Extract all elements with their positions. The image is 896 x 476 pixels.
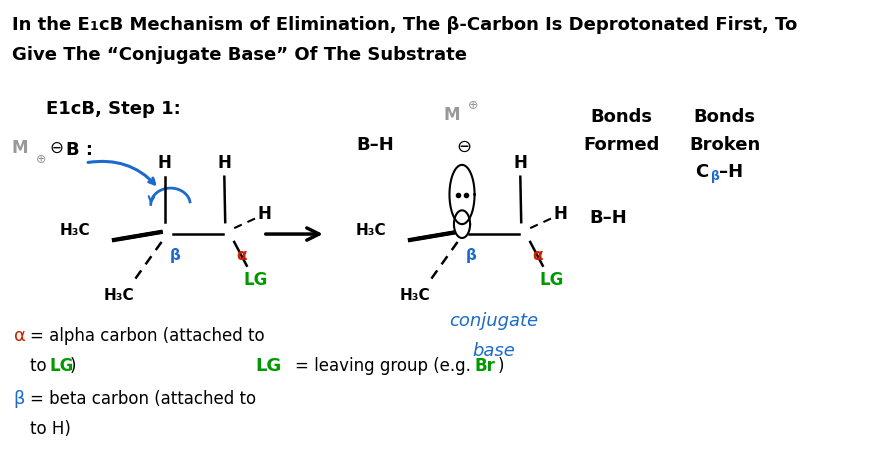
Text: LG: LG (244, 270, 268, 288)
Text: C: C (695, 163, 709, 181)
Text: α: α (13, 327, 25, 345)
Text: Give The “Conjugate Base” Of The Substrate: Give The “Conjugate Base” Of The Substra… (12, 46, 467, 64)
Polygon shape (450, 165, 475, 224)
Text: = alpha carbon (attached to: = alpha carbon (attached to (30, 327, 264, 345)
Text: ⊕: ⊕ (36, 153, 47, 166)
Text: H₃C: H₃C (59, 223, 90, 238)
Text: Bonds: Bonds (694, 109, 756, 127)
Text: B–H: B–H (356, 136, 394, 154)
Text: LG: LG (255, 357, 282, 375)
Text: = leaving group (e.g.: = leaving group (e.g. (295, 357, 477, 375)
Text: H: H (158, 154, 171, 172)
Text: H: H (513, 154, 527, 172)
Text: E1cB, Step 1:: E1cB, Step 1: (46, 99, 181, 118)
Text: ): ) (70, 357, 76, 375)
Text: ⊕: ⊕ (468, 99, 478, 112)
Text: ): ) (498, 357, 504, 375)
Text: Bonds: Bonds (590, 109, 652, 127)
Text: H₃C: H₃C (400, 288, 431, 303)
Text: B–H: B–H (590, 209, 627, 227)
Text: Br: Br (475, 357, 495, 375)
Text: β: β (711, 170, 720, 183)
Text: ⊖: ⊖ (456, 138, 471, 156)
Polygon shape (454, 210, 470, 238)
Text: Broken: Broken (689, 136, 761, 154)
Text: β: β (169, 248, 180, 263)
Text: H: H (218, 154, 231, 172)
Text: ⊖: ⊖ (49, 139, 64, 157)
Text: α: α (237, 248, 246, 263)
Text: 1: 1 (90, 20, 99, 32)
Text: base: base (472, 342, 515, 360)
Text: H: H (258, 205, 271, 223)
Text: –H: –H (719, 163, 743, 181)
Text: In the E: In the E (12, 16, 90, 34)
Text: β: β (466, 248, 477, 263)
Text: LG: LG (49, 357, 73, 375)
Text: Formed: Formed (583, 136, 659, 154)
Text: M: M (443, 107, 460, 124)
Text: cB Mechanism of Elimination, The β-Carbon Is Deprotonated First, To: cB Mechanism of Elimination, The β-Carbo… (99, 16, 797, 34)
Text: B :: B : (65, 141, 92, 159)
Text: α: α (532, 248, 543, 263)
Text: H₃C: H₃C (104, 288, 134, 303)
Text: = beta carbon (attached to: = beta carbon (attached to (30, 390, 256, 408)
Text: conjugate: conjugate (449, 312, 538, 330)
Text: to H): to H) (30, 420, 71, 438)
Text: H₃C: H₃C (355, 223, 386, 238)
Text: LG: LG (539, 270, 564, 288)
Text: β: β (13, 390, 25, 408)
Text: M: M (12, 139, 29, 157)
Text: to: to (30, 357, 52, 375)
Text: H: H (554, 205, 568, 223)
